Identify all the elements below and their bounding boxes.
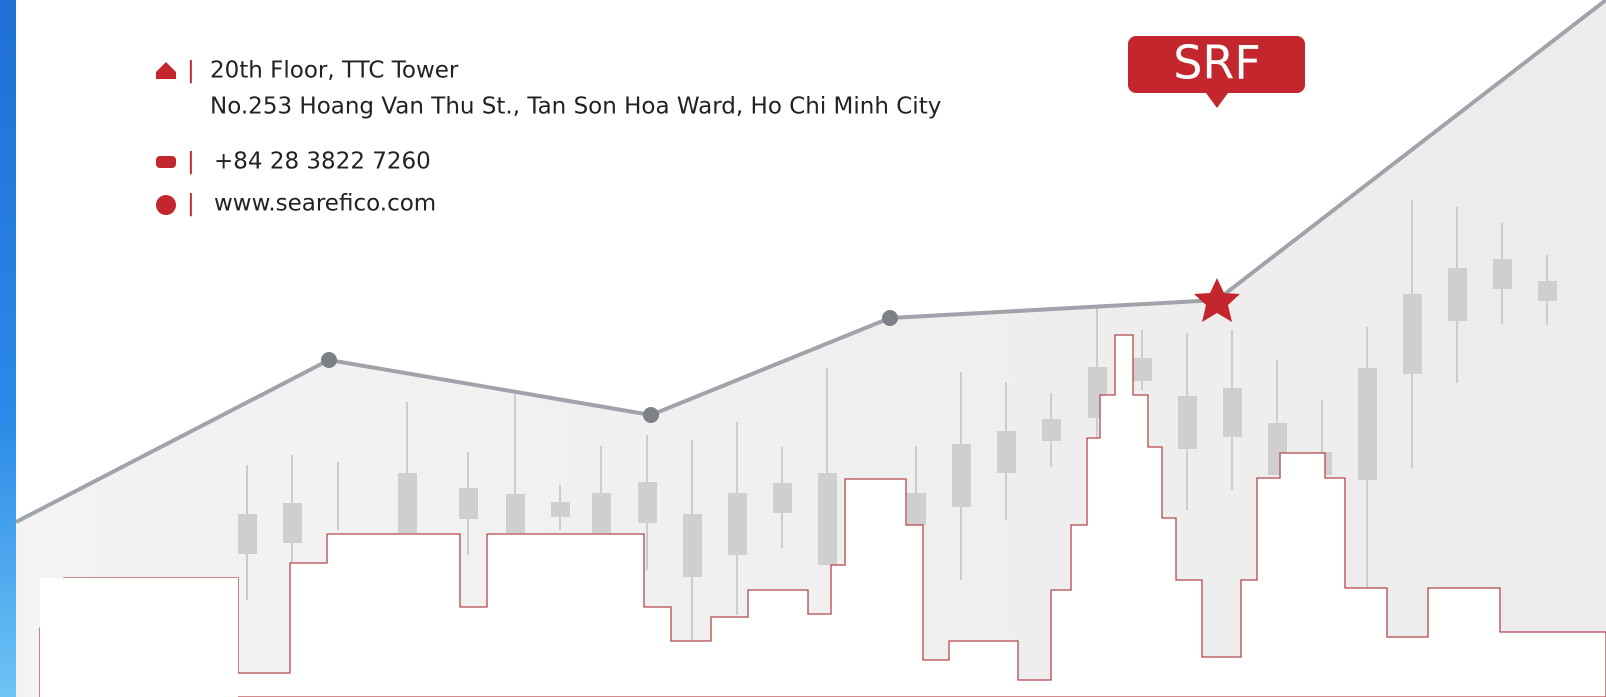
side-strip [0, 0, 16, 697]
website[interactable]: www.searefico.com [214, 191, 436, 217]
separator: | [187, 149, 195, 175]
star [1194, 278, 1240, 322]
skyline [39, 334, 1606, 697]
trend-points [321, 310, 898, 423]
trend-line [15, 0, 1606, 524]
address-line: No.253 Hoang Van Thu St., Tan Son Hoa Wa… [210, 94, 941, 120]
phone: +84 28 3822 7260 [214, 149, 431, 175]
icons [156, 62, 176, 215]
badge-text: SRF [1173, 36, 1261, 90]
address-line: 20th Floor, TTC Tower [210, 58, 459, 84]
badge-box [1128, 36, 1305, 108]
separator: | [187, 191, 195, 217]
separator: | [187, 58, 195, 84]
skyline-base [40, 578, 238, 697]
